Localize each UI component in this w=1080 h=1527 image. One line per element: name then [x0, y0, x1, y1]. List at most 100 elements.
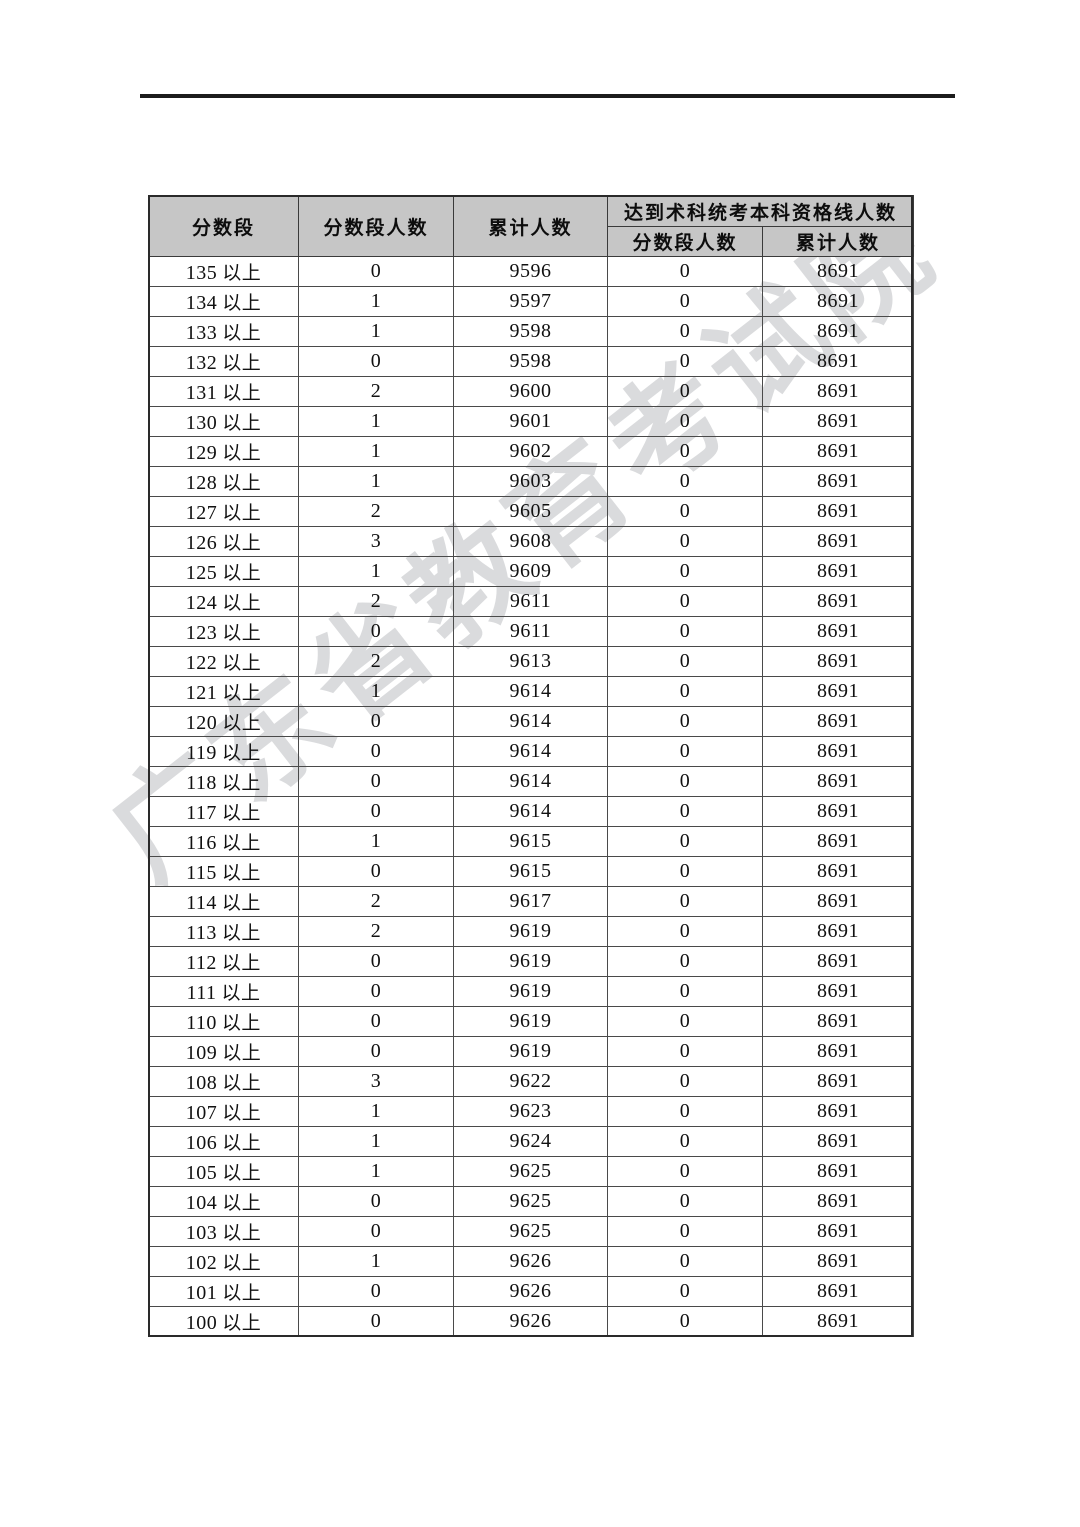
table-row: 120 以上 0 9614 0 8691: [148, 706, 915, 737]
cell-band-count: 1: [298, 1096, 454, 1127]
cell-cumulative: 9605: [453, 496, 608, 527]
table-row: 126 以上 3 9608 0 8691: [148, 526, 915, 557]
table-row: 118 以上 0 9614 0 8691: [148, 766, 915, 797]
cell-band-count: 0: [298, 856, 454, 887]
cell-cumulative: 9613: [453, 646, 608, 677]
cell-qualified-band-count: 0: [607, 676, 763, 707]
cell-score-band: 101 以上: [148, 1276, 299, 1307]
cell-score-band: 133 以上: [148, 316, 299, 347]
band-suffix: 以上: [222, 412, 262, 434]
cell-qualified-cumulative: 8691: [761, 1186, 915, 1217]
table-row: 128 以上 1 9603 0 8691: [148, 466, 915, 497]
table-row: 103 以上 0 9625 0 8691: [148, 1216, 915, 1247]
band-suffix: 以上: [222, 622, 262, 644]
cell-score-band: 114 以上: [148, 886, 299, 917]
cell-qualified-band-count: 0: [607, 616, 763, 647]
cell-qualified-band-count: 0: [607, 976, 763, 1007]
band-value: 130: [185, 412, 218, 434]
cell-qualified-band-count: 0: [607, 586, 763, 617]
cell-qualified-band-count: 0: [607, 1246, 763, 1277]
cell-score-band: 126 以上: [148, 526, 299, 557]
cell-band-count: 1: [298, 676, 454, 707]
cell-cumulative: 9608: [453, 526, 608, 557]
cell-cumulative: 9615: [453, 856, 608, 887]
cell-score-band: 109 以上: [148, 1036, 299, 1067]
band-value: 100: [185, 1312, 218, 1334]
cell-score-band: 130 以上: [148, 406, 299, 437]
cell-qualified-cumulative: 8691: [761, 1216, 915, 1247]
band-value: 101: [185, 1282, 218, 1304]
cell-cumulative: 9619: [453, 1036, 608, 1067]
band-suffix: 以上: [221, 802, 261, 824]
band-value: 120: [185, 712, 218, 734]
cell-cumulative: 9626: [453, 1246, 608, 1277]
cell-cumulative: 9611: [453, 586, 608, 617]
band-suffix: 以上: [222, 262, 262, 284]
band-value: 124: [185, 592, 218, 614]
band-value: 115: [186, 862, 217, 884]
header-row-primary: 分数段 分数段人数 累计人数 达到术科统考本科资格线人数: [148, 195, 915, 257]
cell-cumulative: 9596: [453, 256, 608, 287]
band-value: 103: [185, 1222, 218, 1244]
table-body: 135 以上 0 9596 0 8691 134 以上 1 9597 0 8691 133 以上 1 9598…: [148, 256, 915, 1337]
band-suffix: 以上: [221, 1012, 261, 1034]
band-value: 125: [185, 562, 218, 584]
band-value: 111: [186, 982, 217, 1004]
band-suffix: 以上: [222, 1282, 262, 1304]
cell-qualified-band-count: 0: [607, 436, 763, 467]
band-suffix: 以上: [221, 952, 261, 974]
header-rule: [140, 94, 955, 98]
band-suffix: 以上: [221, 862, 261, 884]
band-value: 109: [185, 1042, 218, 1064]
table-row: 116 以上 1 9615 0 8691: [148, 826, 915, 857]
cell-qualified-cumulative: 8691: [761, 616, 915, 647]
table-row: 114 以上 2 9617 0 8691: [148, 886, 915, 917]
column-header-qualified-cumulative: 累计人数: [761, 226, 915, 257]
band-value: 121: [185, 682, 218, 704]
band-value: 104: [185, 1192, 218, 1214]
band-suffix: 以上: [222, 562, 262, 584]
cell-score-band: 113 以上: [148, 916, 299, 947]
cell-cumulative: 9600: [453, 376, 608, 407]
cell-band-count: 0: [298, 1036, 454, 1067]
table-row: 105 以上 1 9625 0 8691: [148, 1156, 915, 1187]
cell-qualified-cumulative: 8691: [761, 1246, 915, 1277]
cell-qualified-band-count: 0: [607, 1186, 763, 1217]
cell-band-count: 3: [298, 1066, 454, 1097]
table-row: 130 以上 1 9601 0 8691: [148, 406, 915, 437]
cell-score-band: 134 以上: [148, 286, 299, 317]
cell-score-band: 117 以上: [148, 796, 299, 827]
table-row: 121 以上 1 9614 0 8691: [148, 676, 915, 707]
table-row: 104 以上 0 9625 0 8691: [148, 1186, 915, 1217]
cell-qualified-band-count: 0: [607, 886, 763, 917]
cell-score-band: 127 以上: [148, 496, 299, 527]
band-suffix: 以上: [222, 382, 262, 404]
cell-qualified-cumulative: 8691: [761, 1156, 915, 1187]
band-suffix: 以上: [222, 1042, 262, 1064]
cell-cumulative: 9601: [453, 406, 608, 437]
cell-cumulative: 9615: [453, 826, 608, 857]
cell-band-count: 0: [298, 736, 454, 767]
cell-cumulative: 9617: [453, 886, 608, 917]
band-value: 117: [186, 802, 217, 824]
cell-qualified-cumulative: 8691: [761, 526, 915, 557]
cell-score-band: 129 以上: [148, 436, 299, 467]
band-value: 127: [185, 502, 218, 524]
score-distribution-table-container: 分数段 分数段人数 累计人数 达到术科统考本科资格线人数 分数段人数 累计人数 …: [148, 195, 915, 1337]
cell-qualified-band-count: 0: [607, 1156, 763, 1187]
band-value: 108: [185, 1072, 218, 1094]
table-row: 110 以上 0 9619 0 8691: [148, 1006, 915, 1037]
cell-qualified-cumulative: 8691: [761, 466, 915, 497]
cell-qualified-cumulative: 8691: [761, 886, 915, 917]
band-value: 106: [185, 1132, 218, 1154]
cell-cumulative: 9597: [453, 286, 608, 317]
cell-cumulative: 9619: [453, 976, 608, 1007]
cell-band-count: 0: [298, 976, 454, 1007]
cell-cumulative: 9598: [453, 316, 608, 347]
table-row: 135 以上 0 9596 0 8691: [148, 256, 915, 287]
cell-qualified-band-count: 0: [607, 466, 763, 497]
cell-band-count: 2: [298, 916, 454, 947]
cell-qualified-band-count: 0: [607, 946, 763, 977]
band-value: 134: [185, 292, 218, 314]
band-suffix: 以上: [222, 1072, 262, 1094]
